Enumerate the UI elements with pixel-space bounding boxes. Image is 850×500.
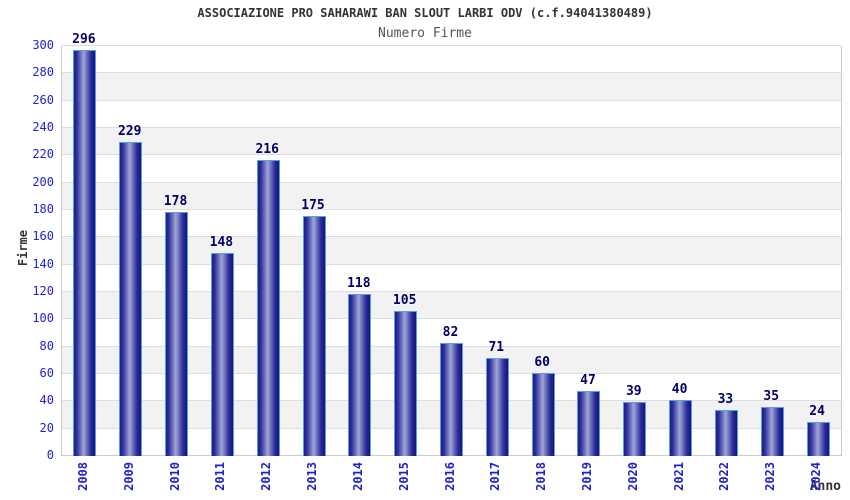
bar-value-label: 24 xyxy=(809,404,825,419)
plot-band xyxy=(62,210,841,238)
gridline xyxy=(62,45,841,46)
plot-band xyxy=(62,100,841,128)
y-tick-label: 220 xyxy=(32,147,54,162)
gridline xyxy=(62,127,841,128)
x-tick-label: 2017 xyxy=(488,462,503,491)
bar-value-label: 39 xyxy=(625,384,642,399)
y-tick-label: 60 xyxy=(39,366,54,380)
x-tick-label: 2023 xyxy=(763,462,778,491)
bar-2023 xyxy=(760,407,784,456)
x-tick-label: 2016 xyxy=(442,462,457,491)
bar-value-label: 148 xyxy=(209,235,234,250)
gridline xyxy=(62,209,841,210)
bar-2019 xyxy=(577,391,601,456)
x-tick-label: 2020 xyxy=(625,462,640,491)
plot-band xyxy=(62,264,841,292)
bar-value-label: 47 xyxy=(580,373,596,388)
x-tick-label: 2018 xyxy=(534,462,549,491)
bar-value-label: 118 xyxy=(347,276,371,291)
bar-value-label: 296 xyxy=(72,32,96,47)
bar-value-label: 216 xyxy=(255,142,279,157)
y-tick-label: 80 xyxy=(39,338,54,353)
chart-title: ASSOCIAZIONE PRO SAHARAWI BAN SLOUT LARB… xyxy=(197,6,653,20)
y-tick-label: 300 xyxy=(32,38,54,52)
gridline xyxy=(62,291,841,292)
bar-value-label: 60 xyxy=(534,355,550,370)
x-tick-label: 2019 xyxy=(579,462,594,491)
y-tick-label: 260 xyxy=(32,92,54,107)
bar-value-label: 82 xyxy=(442,325,459,340)
gridline xyxy=(62,236,841,238)
bar-value-label: 33 xyxy=(717,392,734,407)
gridline xyxy=(62,263,841,265)
bar-2013 xyxy=(302,216,326,456)
bar-2020 xyxy=(623,402,647,456)
y-tick-label: 280 xyxy=(32,65,54,80)
bar-2017 xyxy=(485,358,509,456)
bar-2014 xyxy=(348,294,372,456)
gridline xyxy=(62,154,841,156)
x-tick-label: 2014 xyxy=(350,462,365,491)
bar-2016 xyxy=(440,343,463,456)
plot-band xyxy=(62,46,841,74)
bar-value-label: 229 xyxy=(117,124,142,139)
y-tick-label: 100 xyxy=(32,311,54,326)
bar-2009 xyxy=(119,142,143,456)
gridline xyxy=(62,72,841,74)
y-tick-label: 140 xyxy=(32,256,54,271)
bar-value-label: 40 xyxy=(671,382,688,397)
gridline xyxy=(62,318,841,320)
plot-band xyxy=(62,237,841,265)
y-tick-label: 200 xyxy=(32,174,54,189)
y-tick-label: 40 xyxy=(39,393,54,408)
bar-2021 xyxy=(669,400,693,456)
bar-2022 xyxy=(714,410,738,456)
bar-2011 xyxy=(210,253,234,456)
chart-subtitle: Numero Firme xyxy=(378,26,472,41)
y-tick-label: 0 xyxy=(46,448,54,462)
bar-2008 xyxy=(73,50,97,456)
x-tick-label: 2008 xyxy=(75,462,90,491)
gridline xyxy=(62,99,841,101)
x-tick-label: 2024 xyxy=(809,462,824,491)
y-tick-label: 180 xyxy=(32,202,54,216)
x-tick-label: 2013 xyxy=(305,462,320,491)
bar-value-label: 105 xyxy=(392,293,417,308)
plot-band xyxy=(62,319,841,347)
x-tick-label: 2012 xyxy=(259,462,274,491)
plot-area xyxy=(61,45,842,456)
bar-2018 xyxy=(531,373,555,456)
x-tick-label: 2010 xyxy=(167,462,182,491)
gridline xyxy=(62,181,841,183)
plot-band xyxy=(62,128,841,156)
x-axis-title: Anno xyxy=(809,479,841,494)
bar-value-label: 178 xyxy=(163,194,188,209)
bar-2024 xyxy=(806,422,830,456)
y-tick-label: 20 xyxy=(39,420,54,435)
bar-2012 xyxy=(256,160,280,456)
bar-2010 xyxy=(165,212,189,456)
plot-band xyxy=(62,182,841,210)
plot-band xyxy=(62,155,841,183)
plot-band xyxy=(62,292,841,320)
bar-value-label: 35 xyxy=(763,389,780,404)
x-tick-label: 2021 xyxy=(671,462,686,491)
x-tick-label: 2011 xyxy=(213,462,228,491)
x-tick-label: 2009 xyxy=(121,462,136,491)
y-tick-label: 120 xyxy=(32,284,54,298)
x-tick-label: 2022 xyxy=(717,462,732,491)
bar-2015 xyxy=(394,311,418,456)
bar-value-label: 175 xyxy=(301,198,325,213)
x-tick-label: 2015 xyxy=(396,462,411,491)
y-tick-label: 240 xyxy=(32,120,54,134)
y-tick-label: 160 xyxy=(32,229,54,244)
plot-band xyxy=(62,73,841,101)
bar-value-label: 71 xyxy=(488,340,505,355)
